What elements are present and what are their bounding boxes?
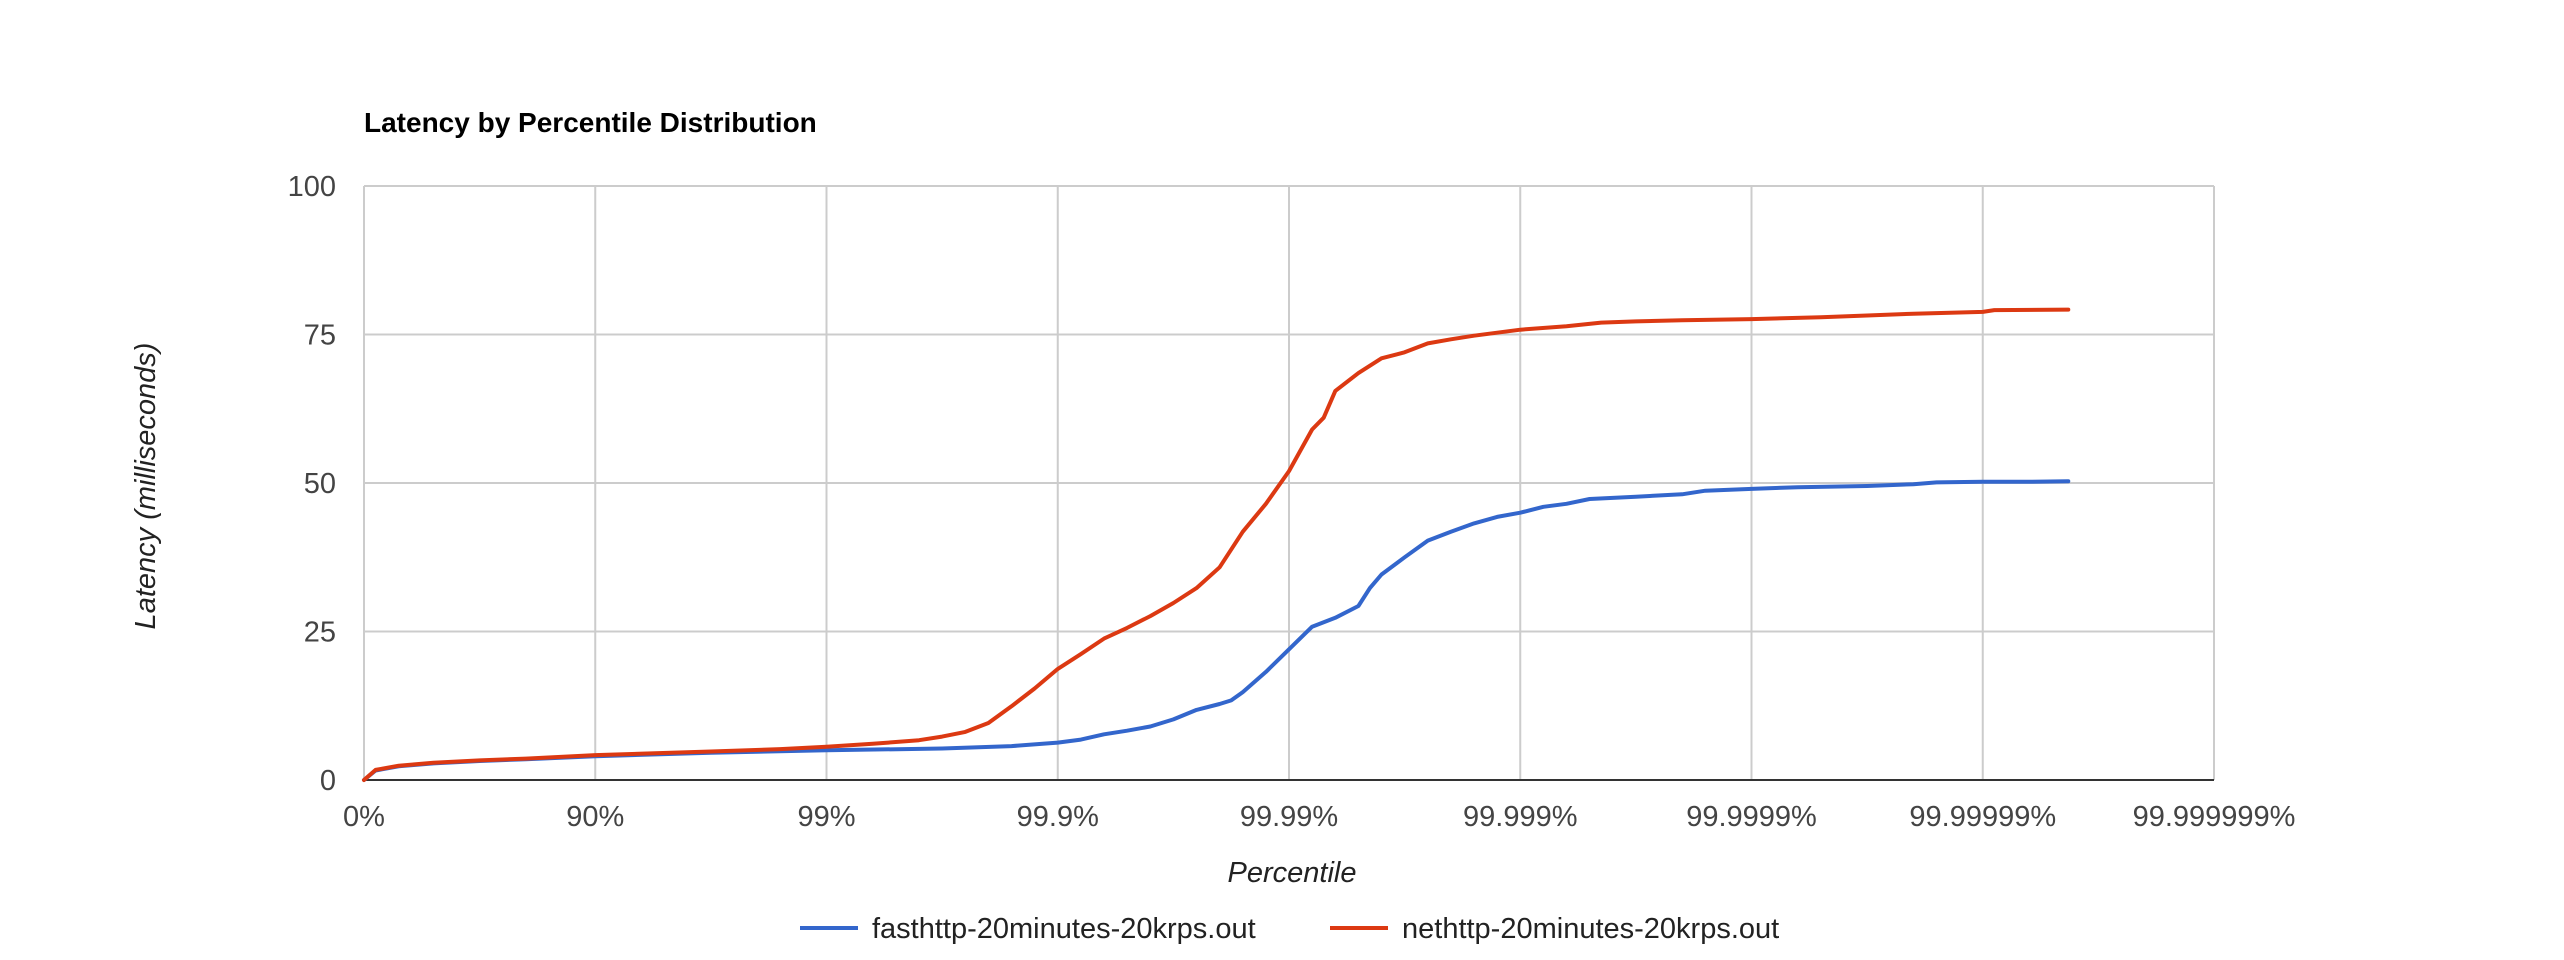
chart-title: Latency by Percentile Distribution <box>364 107 817 138</box>
x-axis-ticks: 0% 90% 99% 99.9% 99.99% 99.999% 99.9999% 99.999… <box>343 801 2295 833</box>
legend-label-2: nethttp-20minutes-20krps.out <box>1402 913 1779 945</box>
x-tick-label: 99.9% <box>1017 801 1099 833</box>
x-tick-label: 99.999% <box>1463 801 1578 833</box>
x-tick-label: 99.9999% <box>1686 801 1817 833</box>
x-axis-label: Percentile <box>1228 857 1357 889</box>
legend-label-1: fasthttp-20minutes-20krps.out <box>872 913 1256 945</box>
y-tick-label: 75 <box>304 320 336 352</box>
x-tick-label: 0% <box>343 801 385 833</box>
y-axis-ticks: 0 25 50 75 100 <box>288 171 336 797</box>
chart-legend: fasthttp-20minutes-20krps.out nethttp-20m… <box>800 913 1779 945</box>
x-tick-label: 99.99999% <box>1909 801 2056 833</box>
y-axis-label: Latency (milliseconds) <box>130 343 162 630</box>
y-tick-label: 100 <box>288 171 336 203</box>
series-line-2 <box>362 307 2071 782</box>
x-tick-label: 99% <box>797 801 855 833</box>
x-tick-label: 90% <box>566 801 624 833</box>
y-tick-label: 50 <box>304 468 336 500</box>
x-tick-label: 99.99% <box>1240 801 1338 833</box>
x-tick-label: 99.999999% <box>2133 801 2296 833</box>
chart-grid <box>363 185 2215 781</box>
y-tick-label: 0 <box>320 765 336 797</box>
chart-series <box>362 307 2071 782</box>
series-line-1 <box>362 479 2071 782</box>
y-tick-label: 25 <box>304 617 336 649</box>
